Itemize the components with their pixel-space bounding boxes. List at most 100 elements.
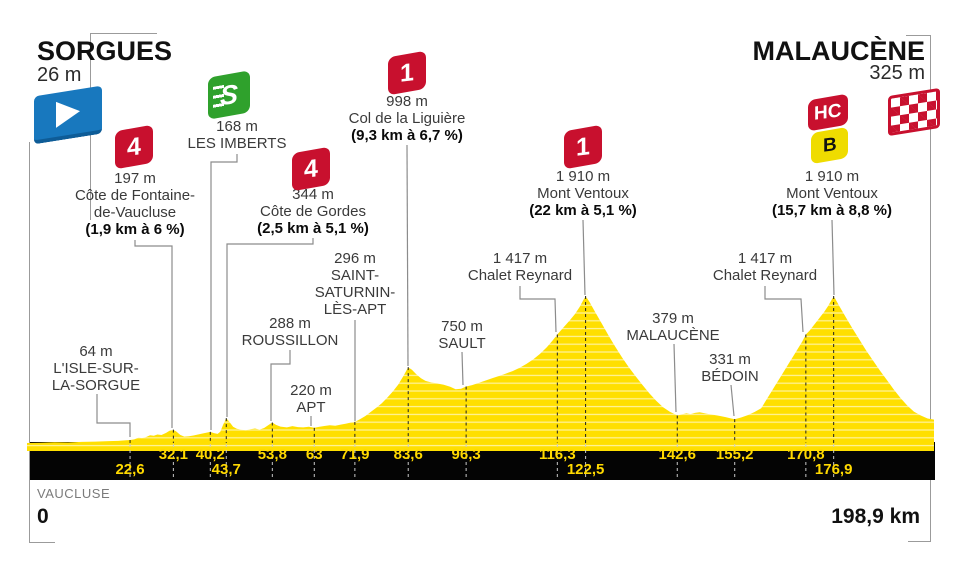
km-tick-label: 176,9 (814, 461, 853, 478)
start-city-name: SORGUES (37, 36, 173, 66)
km-tick-label: 83,6 (393, 446, 423, 463)
label-leader-line (764, 286, 804, 333)
waypoint-text: 1 417 m (492, 250, 548, 267)
waypoint-text: Mont Ventoux (786, 185, 878, 202)
waypoint-text: 344 m (292, 186, 334, 203)
waypoint-text: 197 m (114, 170, 156, 187)
frame-line-top-left-h (90, 33, 157, 34)
cat1-badge-icon: 1 (388, 50, 426, 96)
waypoint-text: (22 km à 5,1 %) (529, 202, 637, 219)
km-tick-label: 142,6 (658, 446, 697, 463)
label-leader-line (461, 351, 464, 386)
department-name: VAUCLUSE (37, 486, 111, 501)
waypoint-label-town: 220 m APT (221, 382, 401, 416)
waypoint-label-climb-hc: 1 910 m Mont Ventoux (15,7 km à 8,8 %) (742, 168, 922, 219)
waypoint-text: Col de la Liguière (348, 110, 466, 127)
waypoint-text: BÉDOIN (701, 368, 759, 385)
label-leader-line (134, 240, 173, 428)
label-leader-line (226, 238, 314, 417)
label-leader-line (582, 219, 586, 296)
km-tick-label: 155,2 (715, 446, 754, 463)
label-leader-line (673, 343, 677, 413)
waypoint-label-town: 331 m BÉDOIN (640, 351, 820, 385)
km-tick-label: 22,6 (115, 461, 145, 478)
waypoint-text: (2,5 km à 5,1 %) (257, 220, 369, 237)
waypoint-text: 750 m (441, 318, 483, 335)
waypoint-text: LA-SORGUE (51, 377, 141, 394)
waypoint-label-sprint: 168 m LES IMBERTS (147, 118, 327, 152)
waypoint-text: 1 910 m (804, 168, 860, 185)
waypoint-label-town: 296 m SAINT- SATURNIN- LÈS-APT (265, 250, 445, 318)
waypoint-text: Chalet Reynard (467, 267, 573, 284)
km-tick-label: 116,3 (538, 446, 576, 463)
label-leader-line (210, 154, 238, 430)
waypoint-text: 288 m (269, 315, 311, 332)
waypoint-label-climb-cat1: 998 m Col de la Liguière (9,3 km à 6,7 %) (317, 93, 497, 144)
label-leader-line (831, 219, 835, 296)
waypoint-text: (1,9 km à 6 %) (85, 221, 185, 238)
waypoint-text: 296 m (334, 250, 376, 267)
waypoint-text: Côte de Gordes (260, 203, 366, 220)
frame-line-left-v (29, 142, 30, 542)
waypoint-text: L'ISLE-SUR- (53, 360, 139, 377)
waypoint-label-point: 1 417 m Chalet Reynard (430, 250, 610, 284)
badge-text: S (219, 78, 238, 111)
waypoint-text: LES IMBERTS (187, 135, 287, 152)
waypoint-label-town: 379 m MALAUCÈNE (583, 310, 763, 344)
label-leader-line (730, 384, 735, 417)
badge-text: B (822, 133, 837, 157)
waypoint-text: 64 m (79, 343, 113, 360)
total-distance-label: 198,9 km (831, 505, 920, 528)
waypoint-label-climb-cat4: 344 m Côte de Gordes (2,5 km à 5,1 %) (223, 186, 403, 237)
frame-line-bottom-left-h (29, 542, 55, 543)
waypoint-text: LÈS-APT (323, 301, 387, 318)
km-tick-label: 71,9 (340, 446, 370, 463)
waypoint-label-town: 288 m ROUSSILLON (200, 315, 380, 349)
km-tick-label: 43,7 (211, 461, 241, 478)
km-tick-label: 170,8 (787, 446, 825, 463)
waypoint-text: Côte de Fontaine- (74, 187, 196, 204)
badge-text: 4 (127, 131, 141, 162)
waypoint-label-climb-cat1: 1 910 m Mont Ventoux (22 km à 5,1 %) (493, 168, 673, 219)
waypoint-text: (15,7 km à 8,8 %) (771, 202, 893, 219)
label-leader-line (519, 286, 557, 333)
badge-text: 1 (400, 57, 414, 88)
waypoint-text: SAULT (438, 335, 486, 352)
badge-text: HC (814, 99, 842, 125)
waypoint-text: ROUSSILLON (241, 332, 339, 349)
waypoint-label-climb-cat4: 197 m Côte de Fontaine-de-Vaucluse (1,9 km… (45, 170, 225, 238)
waypoint-text: Mont Ventoux (537, 185, 629, 202)
km-tick-label: 53,8 (257, 446, 287, 463)
frame-line-right-v (930, 35, 931, 541)
waypoint-text: APT (296, 399, 326, 416)
waypoint-text: 379 m (652, 310, 694, 327)
waypoint-text: 1 910 m (555, 168, 611, 185)
waypoint-label-point: 1 417 m Chalet Reynard (675, 250, 855, 284)
waypoint-text: 168 m (216, 118, 258, 135)
cat1-badge-icon: 1 (564, 124, 602, 170)
cat4-badge-icon: 4 (115, 124, 153, 170)
km-tick-label: 96,3 (451, 446, 481, 463)
km-tick-label: 63 (305, 446, 323, 463)
finish-city-name: MALAUCÈNE (752, 36, 926, 66)
km-tick-label: 122,5 (566, 461, 605, 478)
waypoint-text: Chalet Reynard (712, 267, 818, 284)
label-leader-line (270, 350, 291, 421)
km-zero-label: 0 (37, 505, 49, 528)
label-leader-line (96, 394, 131, 437)
frame-line-bottom-right-h (908, 541, 931, 542)
elevation-profile-area (27, 296, 934, 451)
sprint-badge-icon: S (208, 70, 250, 120)
badge-text: 4 (304, 153, 318, 184)
waypoint-text: 220 m (290, 382, 332, 399)
finish-city-elevation: 325 m (869, 62, 925, 84)
waypoint-text: MALAUCÈNE (626, 327, 720, 344)
waypoint-text: SAINT- (330, 267, 380, 284)
km-tick-label: 32,1 (158, 446, 188, 463)
badge-text: 1 (576, 131, 590, 162)
waypoint-text: SATURNIN- (314, 284, 396, 301)
waypoint-text: 998 m (386, 93, 428, 110)
waypoint-text: de-Vaucluse (93, 204, 177, 221)
